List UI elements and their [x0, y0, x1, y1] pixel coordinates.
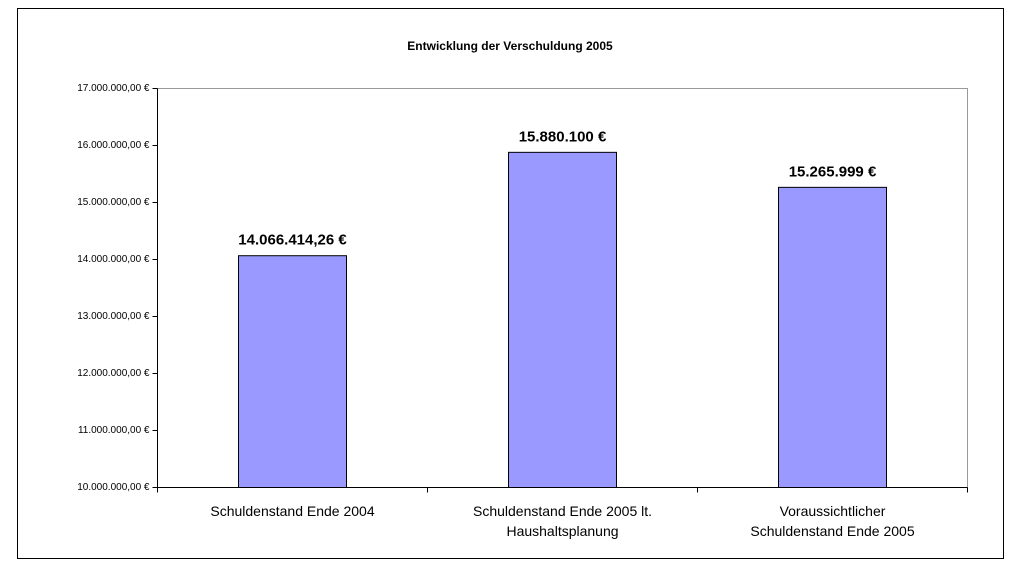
bar — [238, 255, 347, 488]
y-tick-label: 17.000.000,00 € — [77, 83, 150, 94]
value-label: 14.066.414,26 € — [238, 232, 347, 249]
x-tick-label: Schuldenstand Ende 2005 lt. — [473, 503, 652, 519]
y-tick-label: 13.000.000,00 € — [77, 311, 150, 322]
y-tick-label: 14.000.000,00 € — [77, 254, 150, 265]
x-tick-label: Haushaltsplanung — [506, 523, 618, 539]
y-tick-label: 10.000.000,00 € — [77, 482, 150, 493]
y-tick-label: 16.000.000,00 € — [77, 140, 150, 151]
value-label: 15.880.100 € — [519, 128, 607, 145]
x-tick-label: Voraussichtlicher — [780, 503, 886, 519]
x-tick-label: Schuldenstand Ende 2005 — [750, 523, 914, 539]
value-label: 15.265.999 € — [789, 163, 877, 180]
bar — [778, 186, 887, 489]
y-tick-label: 15.000.000,00 € — [77, 197, 150, 208]
y-tick-label: 12.000.000,00 € — [77, 368, 150, 379]
bar — [508, 151, 617, 489]
y-tick-label: 11.000.000,00 € — [78, 425, 150, 436]
x-tick-label: Schuldenstand Ende 2004 — [210, 503, 374, 519]
chart-title: Entwicklung der Verschuldung 2005 — [407, 39, 613, 53]
